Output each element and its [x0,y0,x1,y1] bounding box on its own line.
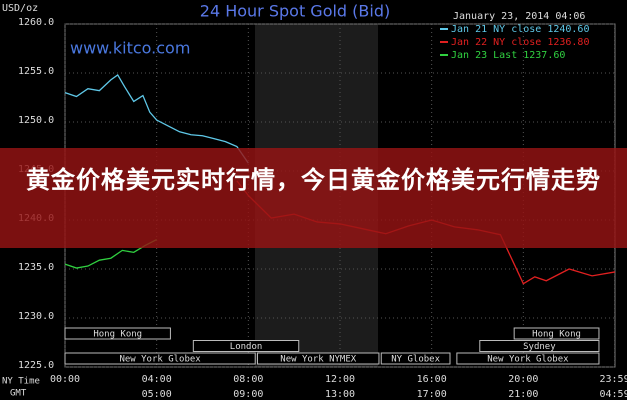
session-label: New York Globex [487,355,569,365]
legend-label: Jan 23 Last 1237.60 [451,50,565,61]
session-bar [257,352,380,365]
session-bar [64,352,256,365]
gmt-tick-label: 09:00 [233,389,263,400]
y-tick-label: 1225.0 [18,360,54,371]
session-label: New York NYMEX [280,355,356,365]
series-line [64,74,249,164]
session-bar [64,327,171,340]
x-tick-label: 16:00 [417,374,447,385]
y-tick-label: 1230.0 [18,311,54,322]
y-tick-label: 1255.0 [18,66,54,77]
session-label: Hong Kong [93,330,142,340]
x-tick-label: 12:00 [325,374,355,385]
gmt-tick-label: 13:00 [325,389,355,400]
x-tick-label: 23:59 [599,374,627,385]
y-unit: USD/oz [2,3,38,14]
chart-title: 24 Hour Spot Gold (Bid) [200,2,390,21]
x-tick-label: 04:00 [142,374,172,385]
session-label: London [230,342,263,352]
session-label: NY Globex [391,355,440,365]
x-tick-label: 20:00 [508,374,538,385]
gmt-tick-label: 04:59 [599,389,627,400]
watermark: www.kitco.com [70,39,190,58]
y-tick-label: 1250.0 [18,115,54,126]
session-label: Hong Kong [532,330,581,340]
legend-label: Jan 22 NY close 1236.80 [451,37,589,48]
session-label: New York Globex [119,355,201,365]
gmt-tick-label: 21:00 [508,389,538,400]
y-tick-label: 1260.0 [18,17,54,28]
x-tick-label: 08:00 [233,374,263,385]
x-axis-label: NY Time [2,377,40,387]
session-bar [380,352,451,365]
x-axis-label: GMT [10,389,27,399]
session-bar [456,352,600,365]
gmt-tick-label: 05:00 [142,389,172,400]
legend-label: Jan 21 NY close 1240.60 [451,24,589,35]
session-bar [192,340,300,352]
timestamp: January 23, 2014 04:06 [453,11,585,22]
session-bar [479,340,600,352]
gmt-tick-label: 17:00 [417,389,447,400]
overlay-title: 黄金价格美元实时行情，今日黄金价格美元行情走势 [0,148,627,248]
session-bar [513,327,600,340]
y-tick-label: 1235.0 [18,262,54,273]
x-tick-label: 00:00 [50,374,80,385]
session-label: Sydney [523,342,556,352]
